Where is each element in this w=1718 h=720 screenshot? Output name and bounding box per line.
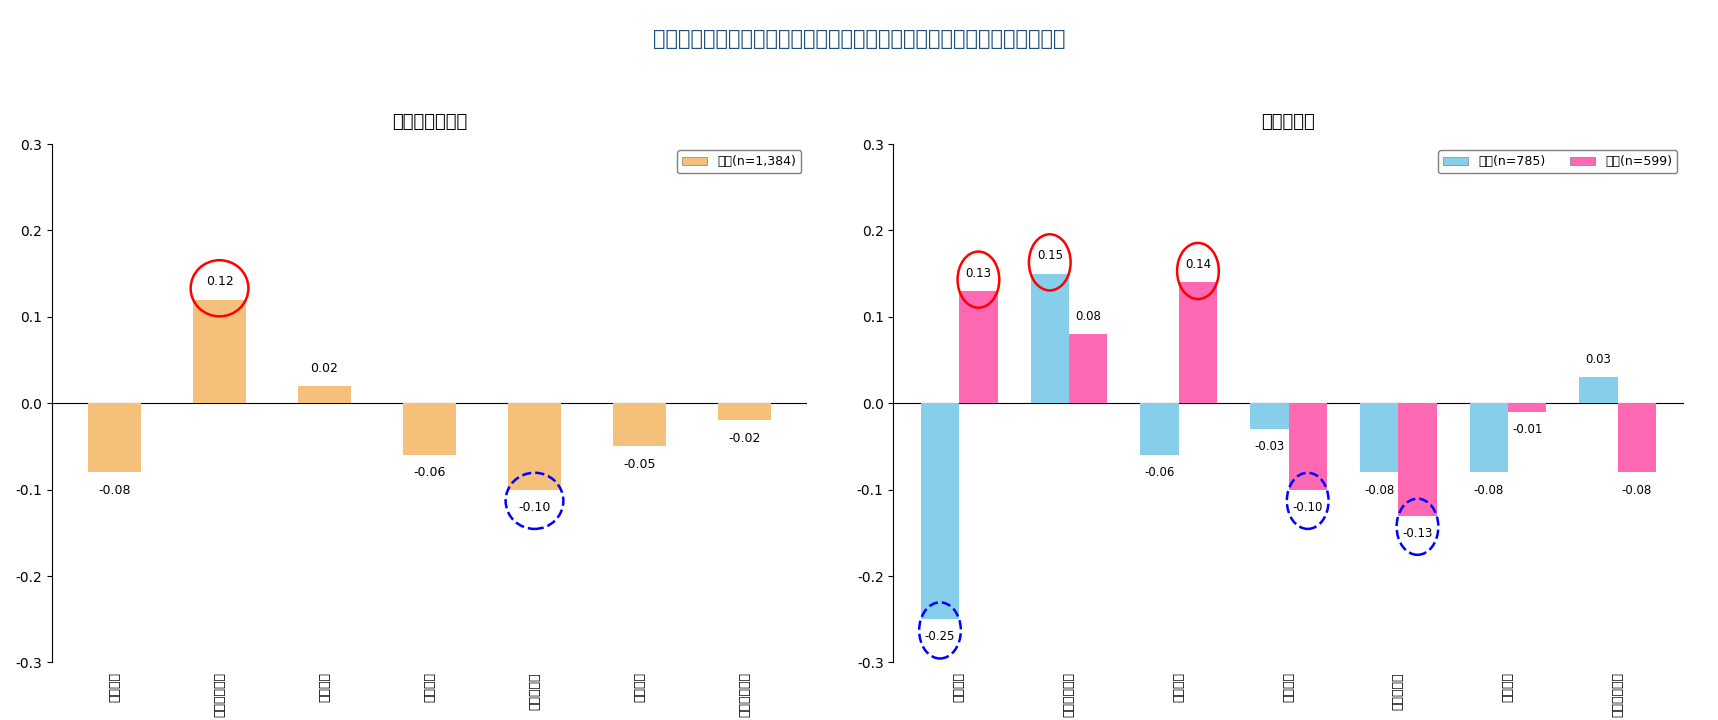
Title: （ａ）若者合計: （ａ）若者合計 <box>392 113 467 131</box>
Text: 0.08: 0.08 <box>1075 310 1101 323</box>
Text: -0.08: -0.08 <box>1622 484 1653 497</box>
Text: -0.05: -0.05 <box>624 458 656 471</box>
Bar <box>1288 403 1326 490</box>
Bar <box>959 291 998 403</box>
Bar <box>1031 274 1069 403</box>
Legend: 合計(n=1,384): 合計(n=1,384) <box>677 150 801 174</box>
Text: -0.03: -0.03 <box>1254 441 1285 454</box>
Text: -0.08: -0.08 <box>1364 484 1395 497</box>
Bar <box>1508 403 1546 412</box>
Text: 0.03: 0.03 <box>1586 353 1611 366</box>
Text: -0.06: -0.06 <box>414 467 445 480</box>
Text: 0.14: 0.14 <box>1185 258 1211 271</box>
Bar <box>509 403 560 490</box>
Bar <box>921 403 959 619</box>
Bar <box>718 403 771 420</box>
Bar <box>1141 403 1179 455</box>
Text: -0.08: -0.08 <box>1474 484 1503 497</box>
Legend: 男性(n=785), 女性(n=599): 男性(n=785), 女性(n=599) <box>1438 150 1677 174</box>
Bar <box>1251 403 1288 429</box>
Text: 0.02: 0.02 <box>311 361 338 374</box>
Title: （ｂ）性別: （ｂ）性別 <box>1261 113 1316 131</box>
Text: -0.10: -0.10 <box>1292 501 1323 514</box>
Bar <box>1179 282 1216 403</box>
Text: -0.08: -0.08 <box>98 484 131 497</box>
Bar <box>1469 403 1508 472</box>
Text: 0.15: 0.15 <box>1036 249 1063 262</box>
Text: 図表２　属性別に見た若者の就労志向の強度（各志向に対する因子得点）: 図表２ 属性別に見た若者の就労志向の強度（各志向に対する因子得点） <box>653 29 1065 49</box>
Text: -0.06: -0.06 <box>1144 467 1175 480</box>
Bar <box>1361 403 1398 472</box>
Bar <box>1618 403 1656 472</box>
Bar <box>192 300 246 403</box>
Bar <box>613 403 667 446</box>
Text: -0.02: -0.02 <box>728 432 761 445</box>
Bar <box>299 386 350 403</box>
Text: -0.13: -0.13 <box>1402 527 1433 540</box>
Text: 0.12: 0.12 <box>206 275 234 288</box>
Text: -0.10: -0.10 <box>519 501 551 514</box>
Bar <box>1398 403 1436 516</box>
Text: 0.13: 0.13 <box>966 266 991 279</box>
Bar <box>88 403 141 472</box>
Bar <box>404 403 455 455</box>
Bar <box>1069 334 1108 403</box>
Text: -0.01: -0.01 <box>1512 423 1543 436</box>
Text: -0.25: -0.25 <box>924 631 955 644</box>
Bar <box>1579 377 1618 403</box>
